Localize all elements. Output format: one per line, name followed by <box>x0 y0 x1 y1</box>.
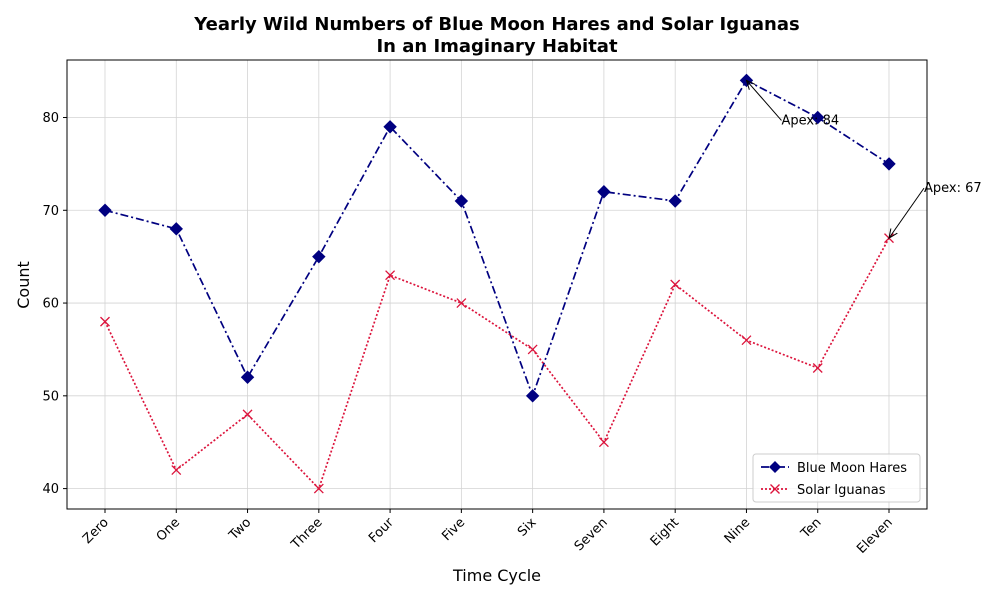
legend-label: Solar Iguanas <box>797 483 886 498</box>
x-axis-label: Time Cycle <box>452 566 541 585</box>
data-point <box>882 157 896 171</box>
data-point <box>741 335 752 346</box>
annotations: Apex: 84 Apex: 67 <box>746 80 982 238</box>
x-tick-label: Eight <box>648 515 682 549</box>
data-point <box>525 389 540 403</box>
annotation-arrow <box>889 187 925 238</box>
marker-stroke <box>171 465 182 475</box>
legend-marker <box>770 484 780 494</box>
marker-stroke <box>100 316 110 327</box>
series-layer <box>98 73 896 494</box>
legend-marker <box>769 461 781 473</box>
data-point <box>100 316 110 327</box>
data-point <box>598 437 609 448</box>
data-point <box>240 370 255 384</box>
x-tick-label: Seven <box>572 515 611 554</box>
legend-box <box>752 453 921 503</box>
marker-stroke <box>598 437 609 448</box>
y-tick-label: 40 <box>42 482 59 497</box>
x-tick-label: Nine <box>722 515 754 547</box>
x-tick-label: Ten <box>798 515 825 542</box>
marker-stroke <box>812 363 823 373</box>
y-tick-label: 70 <box>42 204 59 219</box>
data-point <box>668 194 682 208</box>
x-tick-label: One <box>154 515 183 544</box>
data-point <box>597 185 611 199</box>
data-point <box>98 203 112 217</box>
data-point <box>811 110 825 125</box>
legend: Blue Moon Hares Solar Iguanas <box>752 453 921 503</box>
plot-frame <box>66 59 928 510</box>
data-point <box>383 120 397 134</box>
data-point <box>454 194 469 208</box>
chart-title: Yearly Wild Numbers of Blue Moon Hares a… <box>193 14 799 35</box>
marker-stroke <box>385 270 396 281</box>
y-tick-label: 50 <box>42 389 59 404</box>
y-tick-label: 80 <box>42 111 59 126</box>
marker-stroke <box>313 483 324 494</box>
x-tick-label: Six <box>515 515 540 540</box>
data-point <box>169 222 183 236</box>
data-point <box>456 298 467 309</box>
data-point <box>670 279 681 290</box>
marker-stroke <box>741 335 752 346</box>
x-tick-label: Four <box>366 515 397 546</box>
x-tick-label: Five <box>439 515 468 544</box>
chart-subtitle: In an Imaginary Habitat <box>376 36 618 57</box>
y-axis-label: Count <box>14 261 33 309</box>
x-tick-label: Two <box>226 515 255 544</box>
marker-stroke <box>527 344 538 355</box>
data-point <box>313 483 324 494</box>
data-point <box>242 409 253 420</box>
series-line-1 <box>104 237 890 491</box>
marker-stroke <box>670 279 681 290</box>
series-line-0 <box>104 79 890 399</box>
data-point <box>312 249 326 264</box>
x-tick-label: Zero <box>80 515 112 547</box>
y-tick-label: 60 <box>42 297 59 312</box>
data-point <box>812 363 823 373</box>
data-point <box>171 465 182 475</box>
annotation-arrow <box>746 80 782 121</box>
data-point <box>527 344 538 355</box>
data-point <box>385 270 396 281</box>
x-tick-label: Eleven <box>854 515 896 557</box>
legend-label: Blue Moon Hares <box>797 461 907 476</box>
x-tick-label: Three <box>288 515 326 553</box>
marker-stroke <box>242 409 253 420</box>
annotation-label: Apex: 67 <box>924 181 982 196</box>
marker-stroke <box>456 298 467 309</box>
annotation-label: Apex: 84 <box>781 113 839 128</box>
